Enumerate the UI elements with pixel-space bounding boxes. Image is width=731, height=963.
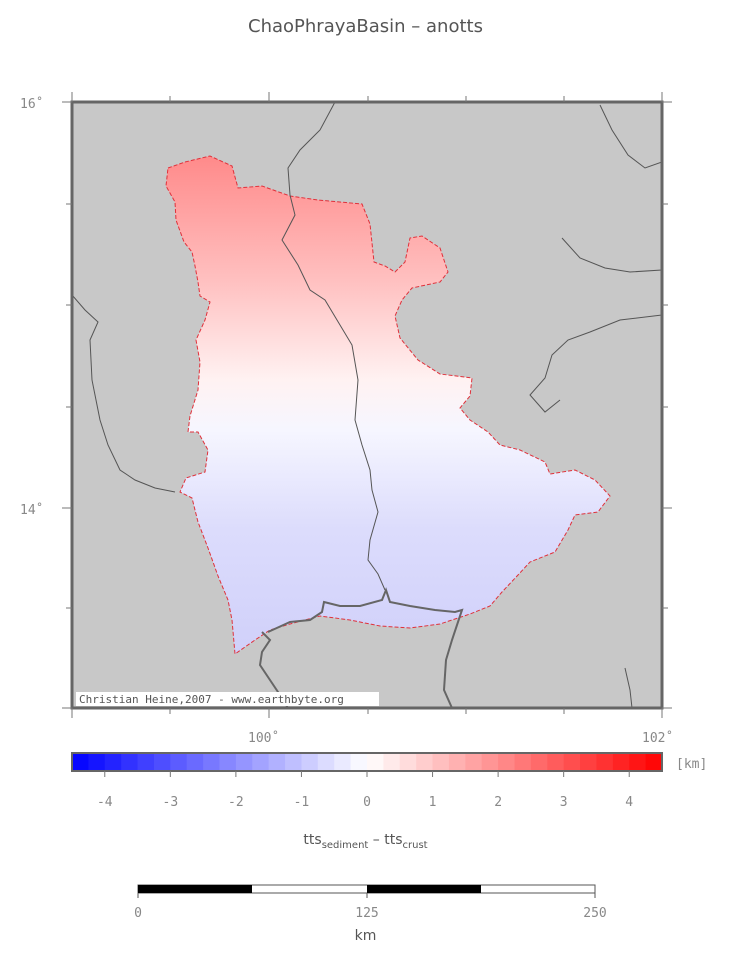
- colorbar-cell: [203, 753, 220, 771]
- lon-label-100: 100˚: [248, 730, 279, 746]
- colorbar-cell: [334, 753, 352, 771]
- colorbar-cell: [416, 753, 434, 771]
- credit-text: Christian Heine,2007 - www.earthbyte.org: [79, 693, 344, 706]
- lat-label-14: 14˚: [20, 502, 43, 518]
- colorbar-cell: [137, 753, 155, 771]
- colorbar-unit: [km]: [676, 757, 707, 772]
- basin-area: [165, 155, 611, 655]
- colorbar-cell: [285, 753, 302, 771]
- colorbar-cell: [399, 753, 417, 771]
- colorbar-cell: [367, 753, 384, 771]
- colorbar-cell: [645, 753, 663, 771]
- colorbar-cell: [465, 753, 483, 771]
- colorbar-tick-label: 3: [560, 795, 568, 810]
- colorbar-tick-label: -4: [97, 795, 113, 810]
- colorbar-cell: [252, 753, 270, 771]
- colorbar-scale: [72, 753, 663, 771]
- formula-op: –: [368, 832, 385, 848]
- credit-background: [76, 692, 379, 706]
- colorbar-tick-label: 0: [363, 795, 371, 810]
- colorbar-cell: [612, 753, 630, 771]
- scale-label-250: 250: [583, 906, 606, 921]
- colorbar-cell: [153, 753, 171, 771]
- colorbar-cell: [88, 753, 106, 771]
- colorbar-tick-label: 1: [429, 795, 437, 810]
- colorbar-cell: [186, 753, 204, 771]
- lon-label-102: 102˚: [642, 730, 673, 746]
- map-title: ChaoPhrayaBasin – anotts: [248, 16, 483, 37]
- colorbar-tick-label: 4: [625, 795, 633, 810]
- colorbar-cell: [432, 753, 450, 771]
- colorbar-cell: [563, 753, 581, 771]
- colorbar-cell: [514, 753, 532, 771]
- colorbar-cell: [268, 753, 286, 771]
- colorbar-cell: [498, 753, 515, 771]
- colorbar-tick-label: -3: [163, 795, 179, 810]
- colorbar-cell: [629, 753, 647, 771]
- colorbar-tick-label: -1: [294, 795, 310, 810]
- colorbar-cell: [301, 753, 319, 771]
- colorbar-cell: [72, 753, 89, 771]
- colorbar-cell: [170, 753, 188, 771]
- formula-a-sub: sediment: [321, 839, 369, 851]
- colorbar-cell: [219, 753, 237, 771]
- river-network: [72, 102, 662, 708]
- colorbar-cell: [121, 753, 139, 771]
- colorbar-tick-label: 2: [494, 795, 502, 810]
- colorbar-cell: [481, 753, 499, 771]
- colorbar-cell: [104, 753, 122, 771]
- colorbar-cell: [448, 753, 466, 771]
- formula-b-sub: crust: [402, 839, 428, 851]
- colorbar-ticks: -4 -3 -2 -1 0 1 2 3 4: [97, 771, 633, 810]
- colorbar-cell: [317, 753, 335, 771]
- scale-label-0: 0: [134, 906, 142, 921]
- colorbar-formula: ttssediment – ttscrust: [0, 832, 731, 851]
- colorbar-cell: [235, 753, 253, 771]
- scale-unit: km: [354, 928, 377, 944]
- colorbar-tick-label: -2: [228, 795, 244, 810]
- colorbar-cell: [580, 753, 597, 771]
- formula-a: tts: [303, 832, 322, 848]
- colorbar-cell: [596, 753, 614, 771]
- scale-label-125: 125: [355, 906, 378, 921]
- map-frame: [70, 100, 664, 710]
- colorbar-cell: [383, 753, 401, 771]
- formula-b: tts: [384, 832, 403, 848]
- map-ticks: [62, 92, 672, 718]
- scale-bar: [137, 884, 596, 898]
- colorbar-cell: [530, 753, 548, 771]
- colorbar-cell: [547, 753, 565, 771]
- colorbar-cell: [350, 753, 368, 771]
- lat-label-16: 16˚: [20, 96, 43, 112]
